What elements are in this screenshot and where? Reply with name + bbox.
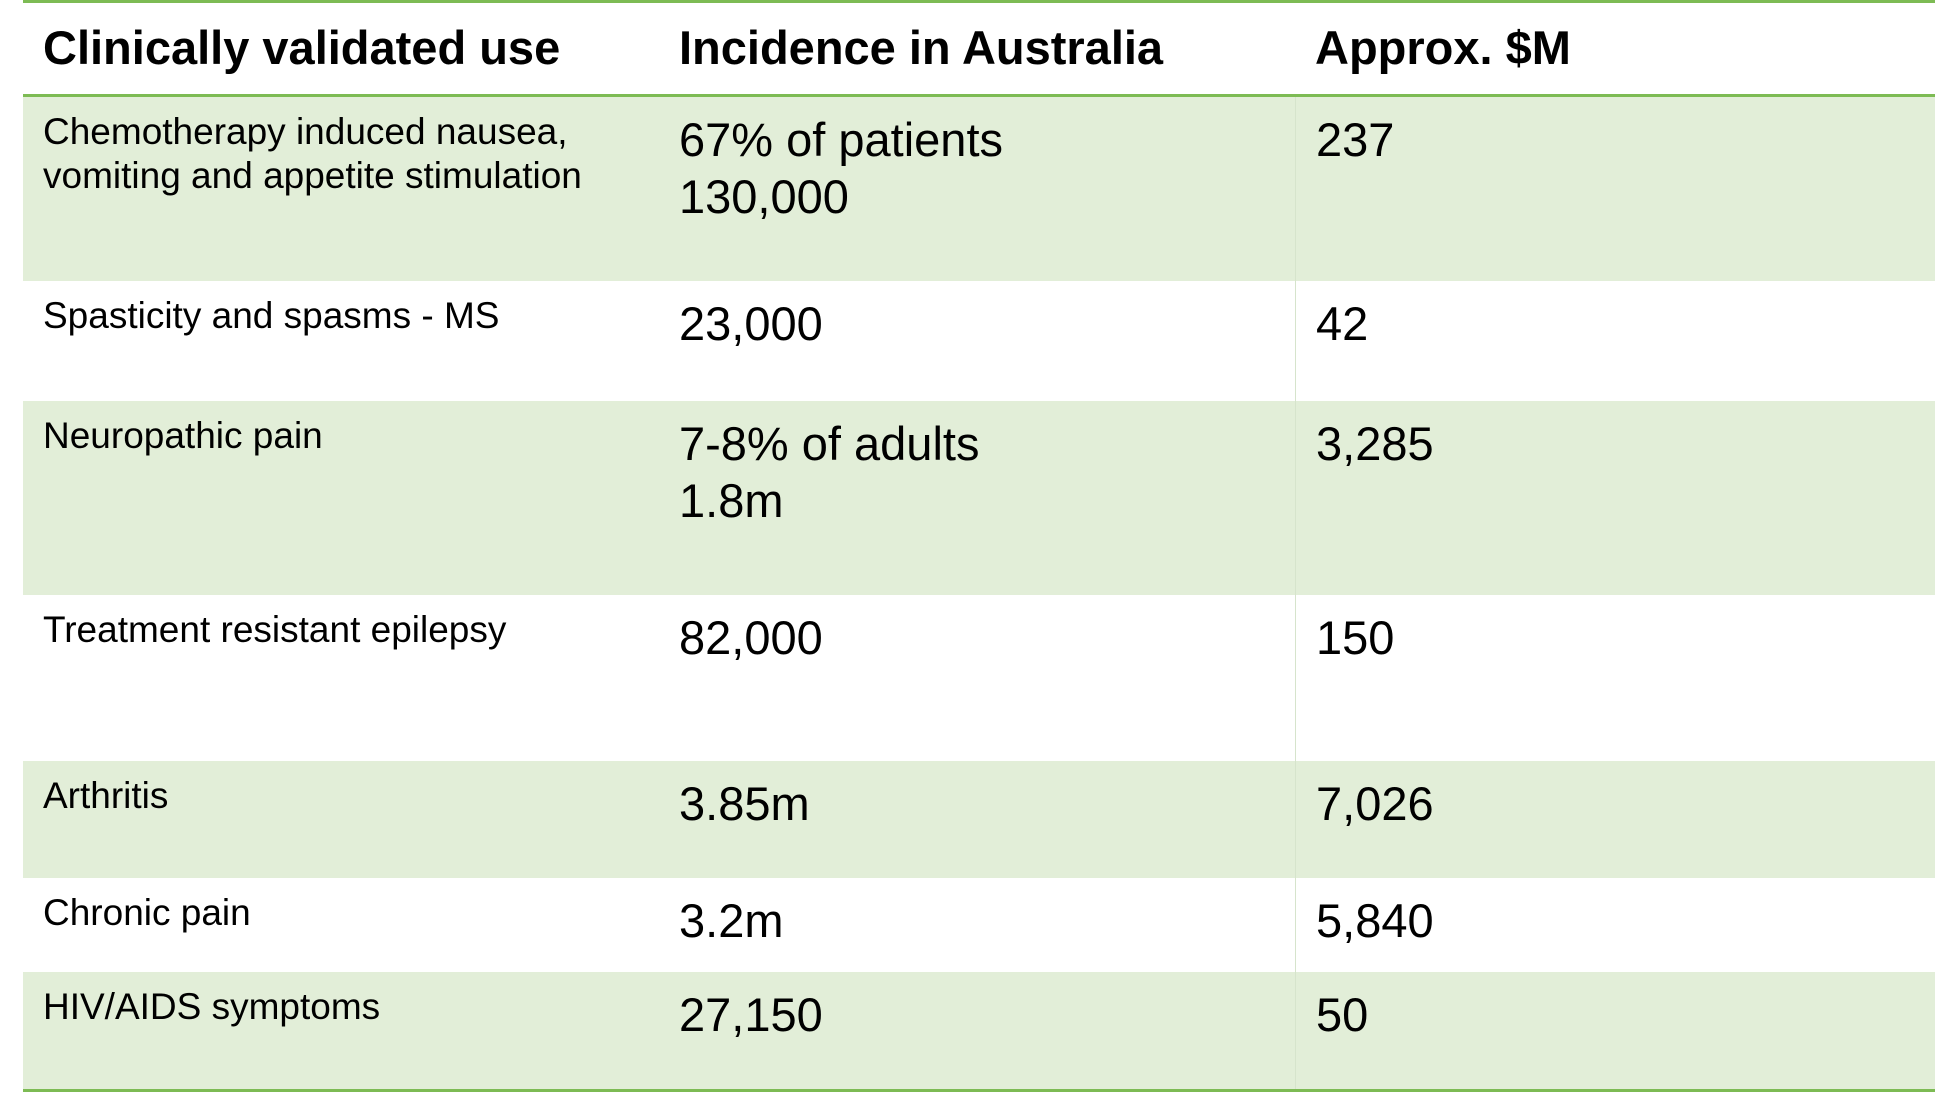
use-text: Treatment resistant epilepsy	[43, 609, 507, 650]
table-row: Chemotherapy induced nausea, vomiting an…	[23, 97, 1935, 281]
cannabis-uses-table: Clinically validated use Incidence in Au…	[23, 0, 1935, 1092]
incidence-text: 3.2m	[679, 894, 784, 947]
column-header-incidence: Incidence in Australia	[679, 21, 1164, 74]
incidence-text: 3.85m	[679, 777, 810, 830]
amount-cell: 237	[1295, 97, 1935, 281]
table-row: Treatment resistant epilepsy 82,000 150	[23, 595, 1935, 761]
table-row: Spasticity and spasms - MS 23,000 42	[23, 281, 1935, 401]
table-header-row: Clinically validated use Incidence in Au…	[23, 3, 1935, 97]
incidence-text: 67% of patients	[679, 113, 1003, 166]
incidence-cell: 67% of patients 130,000	[659, 97, 1295, 281]
incidence-cell: 3.85m	[659, 761, 1295, 878]
amount-cell: 7,026	[1295, 761, 1935, 878]
use-text: Chemotherapy induced nausea,	[43, 111, 568, 152]
table-row: Neuropathic pain 7-8% of adults 1.8m 3,2…	[23, 401, 1935, 595]
use-cell: HIV/AIDS symptoms	[23, 972, 659, 1089]
amount-cell: 5,840	[1295, 878, 1935, 972]
use-cell: Chemotherapy induced nausea, vomiting an…	[23, 97, 659, 281]
use-cell: Arthritis	[23, 761, 659, 878]
incidence-cell: 23,000	[659, 281, 1295, 401]
use-text: Spasticity and spasms - MS	[43, 295, 500, 336]
amount-cell: 150	[1295, 595, 1935, 761]
use-cell: Spasticity and spasms - MS	[23, 281, 659, 401]
use-cell: Neuropathic pain	[23, 401, 659, 595]
incidence-text: 27,150	[679, 988, 823, 1041]
use-text: Neuropathic pain	[43, 415, 323, 456]
table-row: Chronic pain 3.2m 5,840	[23, 878, 1935, 972]
use-text: vomiting and appetite stimulation	[43, 155, 582, 196]
amount-cell: 42	[1295, 281, 1935, 401]
use-text: Chronic pain	[43, 892, 251, 933]
incidence-text: 23,000	[679, 297, 823, 350]
incidence-text: 1.8m	[679, 474, 784, 527]
incidence-text: 82,000	[679, 611, 823, 664]
use-text: HIV/AIDS symptoms	[43, 986, 381, 1027]
incidence-cell: 7-8% of adults 1.8m	[659, 401, 1295, 595]
use-text: Arthritis	[43, 775, 169, 816]
use-cell: Treatment resistant epilepsy	[23, 595, 659, 761]
incidence-cell: 3.2m	[659, 878, 1295, 972]
column-header-use: Clinically validated use	[43, 21, 561, 74]
table-row: Arthritis 3.85m 7,026	[23, 761, 1935, 878]
amount-cell: 50	[1295, 972, 1935, 1089]
amount-cell: 3,285	[1295, 401, 1935, 595]
incidence-text: 130,000	[679, 170, 849, 223]
incidence-cell: 82,000	[659, 595, 1295, 761]
incidence-text: 7-8% of adults	[679, 417, 980, 470]
column-header-amount: Approx. $M	[1315, 21, 1571, 74]
use-cell: Chronic pain	[23, 878, 659, 972]
incidence-cell: 27,150	[659, 972, 1295, 1089]
table-row: HIV/AIDS symptoms 27,150 50	[23, 972, 1935, 1089]
